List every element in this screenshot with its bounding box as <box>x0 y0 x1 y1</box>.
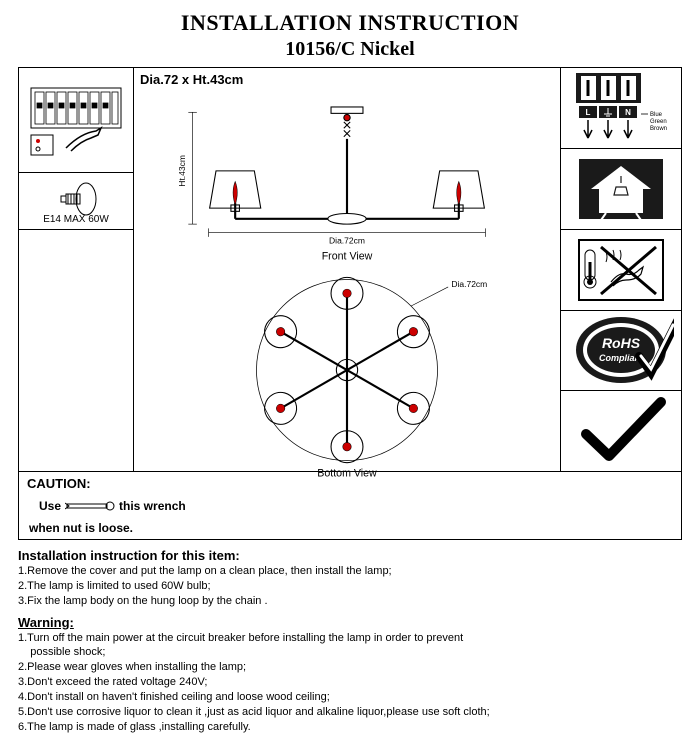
instructions-heading: Installation instruction for this item: <box>18 548 682 563</box>
warning-1b: possible shock; <box>18 645 682 660</box>
chandelier-drawing: Dia.72cm Ht.43cm Front View <box>134 91 560 480</box>
svg-text:N: N <box>625 108 631 117</box>
left-spacer <box>19 230 134 471</box>
breaker-icon <box>26 83 126 158</box>
middle-column: Dia.72 x Ht.43cm <box>134 68 561 471</box>
figure-area: Dia.72cm Ht.43cm Front View <box>134 91 560 480</box>
indoor-use-diagram <box>561 149 681 230</box>
main-title: INSTALLATION INSTRUCTION <box>18 10 682 36</box>
svg-text:RoHS: RoHS <box>601 335 640 351</box>
instructions-section: Installation instruction for this item: … <box>18 548 682 734</box>
warning-5: 5.Don't use corrosive liquor to clean it… <box>18 705 682 720</box>
rohs-icon: RoHS Compliant <box>569 311 674 389</box>
bulb-spec-diagram: E14 MAX 60W <box>19 173 134 230</box>
diagram-container: E14 MAX 60W Dia.72 x Ht.43cm <box>18 67 682 472</box>
instruction-3: 3.Fix the lamp body on the hung loop by … <box>18 594 682 609</box>
checkmark-diagram <box>561 391 681 471</box>
warning-1a: 1.Turn off the main power at the circuit… <box>18 631 682 646</box>
warning-4: 4.Don't install on haven't finished ceil… <box>18 690 682 705</box>
caution-title: CAUTION: <box>27 476 91 491</box>
warning-6: 6.The lamp is made of glass ,installing … <box>18 720 682 734</box>
right-column: L N Blue Green Brown <box>561 68 681 471</box>
hot-warning-icon <box>571 232 671 307</box>
instruction-1: 1.Remove the cover and put the lamp on a… <box>18 564 682 579</box>
wrench-icon <box>65 501 115 511</box>
front-view-label: Front View <box>322 250 373 262</box>
warning-3: 3.Don't exceed the rated voltage 240V; <box>18 675 682 690</box>
no-touch-hot-diagram <box>561 230 681 311</box>
ht-dim-label: Ht.43cm <box>177 155 187 187</box>
dimensions-label: Dia.72 x Ht.43cm <box>134 68 560 91</box>
warning-2: 2.Please wear gloves when installing the… <box>18 660 682 675</box>
wiring-diagram: L N Blue Green Brown <box>561 68 681 149</box>
caution-box: CAUTION: Use this wrench when nut is loo… <box>18 472 682 540</box>
check-icon <box>571 394 671 469</box>
rohs-diagram: RoHS Compliant <box>561 311 681 392</box>
bulb-spec-text: E14 MAX 60W <box>43 214 109 225</box>
caution-text-1: Use <box>39 499 61 513</box>
house-icon <box>571 151 671 226</box>
left-column: E14 MAX 60W <box>19 68 134 471</box>
product-subtitle: 10156/C Nickel <box>18 38 682 61</box>
caution-text-3: when nut is loose. <box>29 521 133 535</box>
caution-text-2: this wrench <box>119 499 186 513</box>
svg-text:Brown: Brown <box>650 126 667 132</box>
svg-text:L: L <box>586 108 591 117</box>
bottom-view-label: Bottom View <box>317 468 377 480</box>
svg-text:Green: Green <box>650 119 667 125</box>
dia-callout: Dia.72cm <box>451 279 487 289</box>
warning-heading: Warning: <box>18 615 682 630</box>
breaker-panel-diagram <box>19 68 134 173</box>
instruction-2: 2.The lamp is limited to used 60W bulb; <box>18 579 682 594</box>
page: INSTALLATION INSTRUCTION 10156/C Nickel <box>0 0 700 700</box>
svg-text:Blue: Blue <box>650 112 663 118</box>
dia-dim-label: Dia.72cm <box>329 235 365 245</box>
wiring-icon: L N Blue Green Brown <box>566 68 676 148</box>
